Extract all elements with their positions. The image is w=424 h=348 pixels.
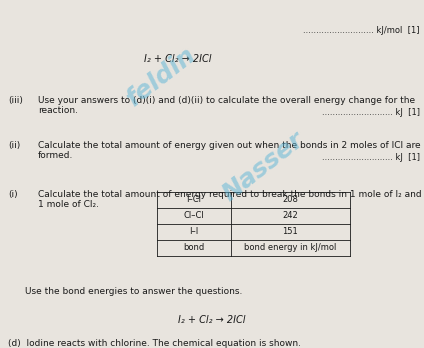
- Text: ........................... kJ/mol  [1]: ........................... kJ/mol [1]: [303, 26, 420, 35]
- Text: bond: bond: [183, 243, 205, 252]
- Text: (d)  Iodine reacts with chlorine. The chemical equation is shown.: (d) Iodine reacts with chlorine. The che…: [8, 339, 301, 348]
- Text: I–I: I–I: [190, 227, 198, 236]
- Text: 242: 242: [282, 211, 298, 220]
- Text: Calculate the total amount of energy required to break the bonds in 1 mole of I₂: Calculate the total amount of energy req…: [38, 190, 422, 209]
- Text: Use your answers to (d)(i) and (d)(ii) to calculate the overall energy change fo: Use your answers to (d)(i) and (d)(ii) t…: [38, 96, 415, 115]
- Text: I₂ + Cl₂ → 2ICl: I₂ + Cl₂ → 2ICl: [144, 54, 212, 64]
- Text: I₂ + Cl₂ → 2ICl: I₂ + Cl₂ → 2ICl: [178, 315, 246, 325]
- Text: ........................... kJ  [1]: ........................... kJ [1]: [322, 108, 420, 117]
- Text: 208: 208: [282, 195, 298, 204]
- Text: ........................... kJ  [1]: ........................... kJ [1]: [322, 153, 420, 162]
- Text: I–Cl: I–Cl: [187, 195, 201, 204]
- Text: bond energy in kJ/mol: bond energy in kJ/mol: [244, 243, 337, 252]
- Text: (i): (i): [8, 190, 18, 199]
- Text: feldin: feldin: [122, 42, 200, 111]
- Text: Nasser: Nasser: [218, 128, 308, 206]
- Text: Use the bond energies to answer the questions.: Use the bond energies to answer the ques…: [25, 287, 243, 296]
- Text: 151: 151: [282, 227, 298, 236]
- Text: Cl–Cl: Cl–Cl: [184, 211, 204, 220]
- Text: (ii): (ii): [8, 141, 21, 150]
- Text: (iii): (iii): [8, 96, 23, 105]
- Text: Calculate the total amount of energy given out when the bonds in 2 moles of ICl : Calculate the total amount of energy giv…: [38, 141, 421, 160]
